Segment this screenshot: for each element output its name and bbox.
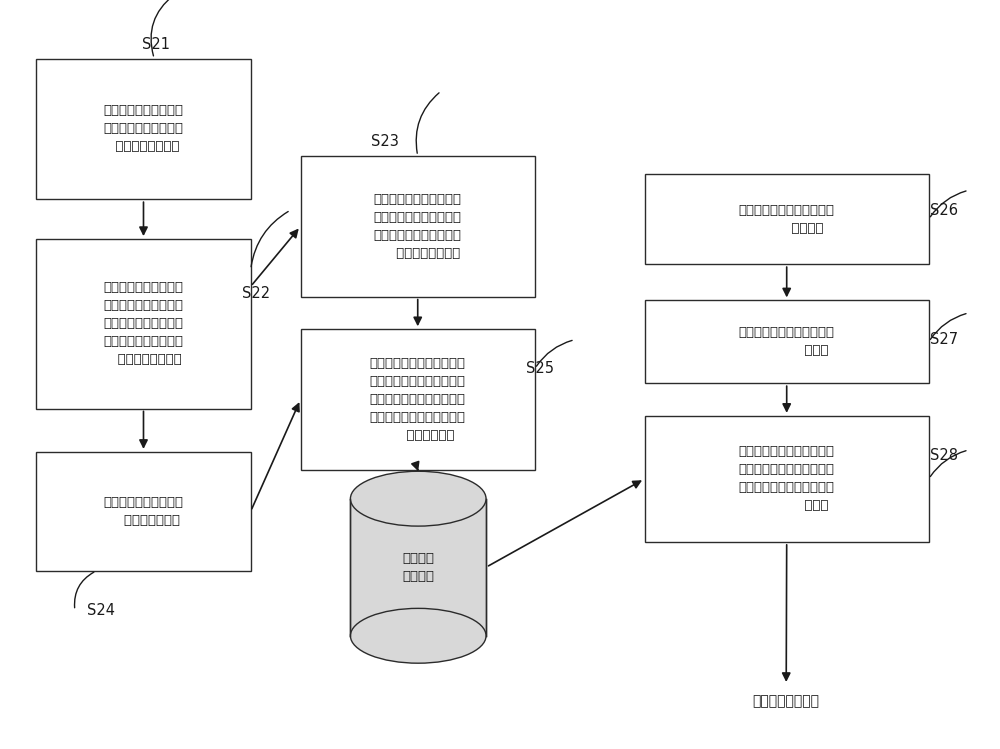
Text: 根据所述提取待处理的退化
语音数据的评价特征和所述
待处理的退化语音数据的评
价得分进行训练，构建语音
      质量评价模型: 根据所述提取待处理的退化 语音数据的评价特征和所述 待处理的退化语音数据的评 价… [370, 357, 466, 442]
Text: S27: S27 [930, 333, 958, 348]
Text: 根据待处理的干净语音数
据和待处理的退化语音数
据，计算待处理的退化语
     音数据的评价得分: 根据待处理的干净语音数 据和待处理的退化语音数 据，计算待处理的退化语 音数据的… [374, 192, 462, 260]
Text: S25: S25 [526, 361, 554, 376]
Text: S22: S22 [242, 285, 270, 300]
Bar [36, 58, 251, 199]
Bar [645, 416, 929, 542]
Ellipse shape [350, 608, 486, 663]
Bar [36, 239, 251, 408]
Text: 语音质量评价结果: 语音质量评价结果 [753, 694, 820, 708]
Bar [645, 174, 929, 264]
Bar [350, 499, 486, 636]
Text: S23: S23 [371, 134, 399, 149]
Text: S21: S21 [142, 37, 170, 52]
Bar [645, 300, 929, 383]
Text: 接收经过通信网络后的退化
          语音数据: 接收经过通信网络后的退化 语音数据 [739, 204, 835, 234]
Bar [301, 329, 535, 470]
Text: 根据所述评价特征和所述已
构建的语音质量评价模型，
对所述退化语音数据进行质
              量评价: 根据所述评价特征和所述已 构建的语音质量评价模型， 对所述退化语音数据进行质 量… [739, 446, 835, 512]
Text: S26: S26 [930, 202, 958, 218]
Text: 获取语音数据，所述语
音数据包括干净语音数
  据和退化语音数据: 获取语音数据，所述语 音数据包括干净语音数 据和退化语音数据 [103, 104, 183, 154]
Bar [301, 156, 535, 297]
Text: 根据所述干净语音数据
获取待处理的干净语音
数据，以及，根据所述
退化语音数据获取待处
   理的退化语音数据: 根据所述干净语音数据 获取待处理的干净语音 数据，以及，根据所述 退化语音数据获… [103, 281, 183, 366]
Text: 提取待处理的退化语音
    数据的评价特征: 提取待处理的退化语音 数据的评价特征 [103, 496, 183, 527]
Text: S28: S28 [930, 448, 958, 463]
Text: 语音质量
评价模型: 语音质量 评价模型 [402, 552, 434, 583]
Ellipse shape [350, 471, 486, 526]
Text: 提取所述退化语音数据的评
              价特征: 提取所述退化语音数据的评 价特征 [739, 327, 835, 357]
Text: S24: S24 [87, 603, 115, 618]
Bar [36, 452, 251, 571]
